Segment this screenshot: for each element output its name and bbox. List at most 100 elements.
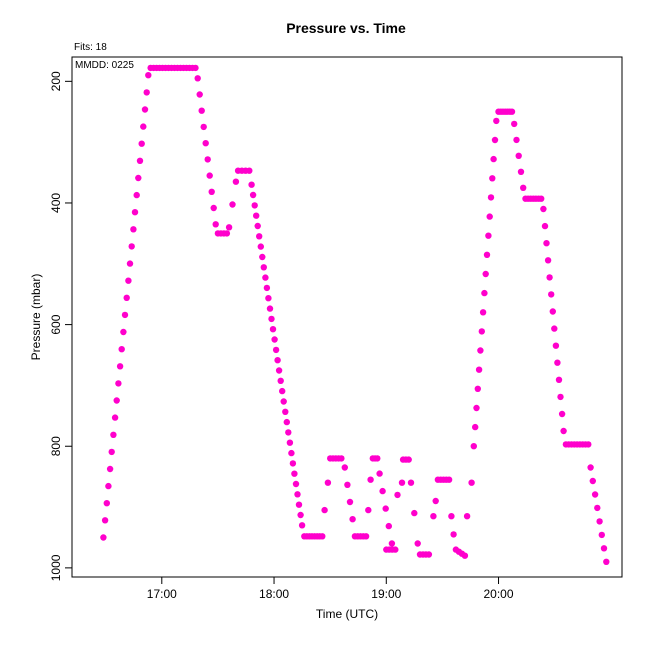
data-point: [130, 226, 137, 233]
data-point: [212, 221, 219, 228]
data-point: [291, 470, 298, 477]
data-point: [200, 123, 207, 131]
data-point: [461, 552, 469, 559]
data-point: [125, 277, 132, 284]
data-point: [430, 513, 437, 520]
data-point: [298, 522, 306, 529]
data-point: [473, 404, 480, 412]
data-point: [392, 546, 399, 553]
data-point: [411, 509, 418, 517]
data-point: [279, 387, 286, 395]
data-point: [398, 479, 406, 486]
data-point: [511, 120, 518, 128]
data-point: [289, 460, 297, 467]
data-point: [268, 315, 275, 323]
data-point: [487, 194, 495, 201]
data-point: [297, 511, 304, 519]
data-point: [493, 117, 500, 125]
data-point: [374, 455, 381, 462]
data-point: [262, 274, 269, 281]
data-point: [206, 172, 213, 179]
mmdd-annotation: MMDD: 0225: [75, 60, 134, 71]
data-points: [100, 64, 610, 565]
data-point: [450, 531, 457, 538]
data-point: [269, 326, 277, 333]
data-point: [548, 291, 555, 298]
data-point: [554, 359, 561, 366]
data-point: [100, 534, 107, 541]
data-point: [116, 363, 124, 370]
data-point: [254, 222, 261, 230]
data-point: [549, 308, 556, 315]
data-point: [376, 470, 383, 477]
data-point: [324, 479, 332, 486]
data-point: [136, 157, 144, 164]
data-point: [470, 443, 477, 450]
data-point: [407, 479, 415, 486]
y-tick-label: 600: [49, 314, 63, 334]
data-point: [126, 260, 134, 267]
data-point: [294, 491, 301, 498]
data-point: [587, 464, 594, 471]
data-point: [251, 202, 258, 209]
data-point: [338, 455, 345, 462]
data-point: [120, 328, 127, 336]
data-point: [295, 501, 303, 508]
data-point: [367, 476, 374, 483]
data-point: [257, 243, 264, 250]
data-point: [513, 136, 520, 144]
data-point: [425, 551, 433, 558]
data-point: [249, 191, 257, 199]
data-point: [517, 168, 525, 175]
data-point: [123, 294, 130, 301]
data-point: [472, 423, 479, 431]
data-point: [362, 533, 370, 540]
data-point: [432, 497, 439, 505]
data-point: [135, 174, 142, 182]
data-point: [115, 380, 122, 387]
data-point: [108, 448, 115, 456]
data-point: [110, 431, 117, 438]
data-point: [283, 418, 290, 426]
data-point: [246, 167, 253, 174]
data-point: [253, 212, 260, 219]
data-point: [266, 305, 274, 312]
data-point: [600, 545, 608, 552]
data-point: [143, 89, 150, 96]
data-point: [285, 429, 292, 436]
data-point: [145, 72, 152, 79]
data-point: [463, 513, 471, 520]
y-tick-label: 800: [49, 436, 63, 456]
data-point: [541, 222, 549, 230]
data-point: [552, 342, 560, 349]
data-point: [321, 506, 328, 514]
data-point: [394, 491, 401, 499]
data-point: [594, 504, 601, 512]
data-point: [596, 518, 603, 525]
data-point: [256, 233, 263, 240]
data-point: [223, 230, 231, 237]
data-point: [192, 64, 199, 72]
data-point: [263, 284, 271, 292]
y-axis: 200 400 600 800 1000: [49, 71, 72, 581]
data-point: [140, 123, 147, 130]
data-point: [560, 427, 567, 435]
data-point: [477, 347, 484, 354]
data-point: [557, 393, 564, 401]
data-point: [344, 481, 351, 488]
data-point: [483, 251, 491, 258]
data-point: [591, 491, 599, 498]
data-point: [111, 414, 119, 421]
data-point: [274, 357, 281, 364]
data-point: [128, 243, 135, 250]
data-point: [210, 204, 217, 212]
data-point: [515, 152, 522, 159]
data-point: [141, 106, 149, 113]
plot-frame: [71, 56, 623, 578]
data-point: [204, 156, 211, 163]
data-point: [225, 224, 233, 231]
data-point: [275, 367, 283, 374]
data-point: [540, 205, 547, 213]
data-point: [538, 195, 545, 202]
